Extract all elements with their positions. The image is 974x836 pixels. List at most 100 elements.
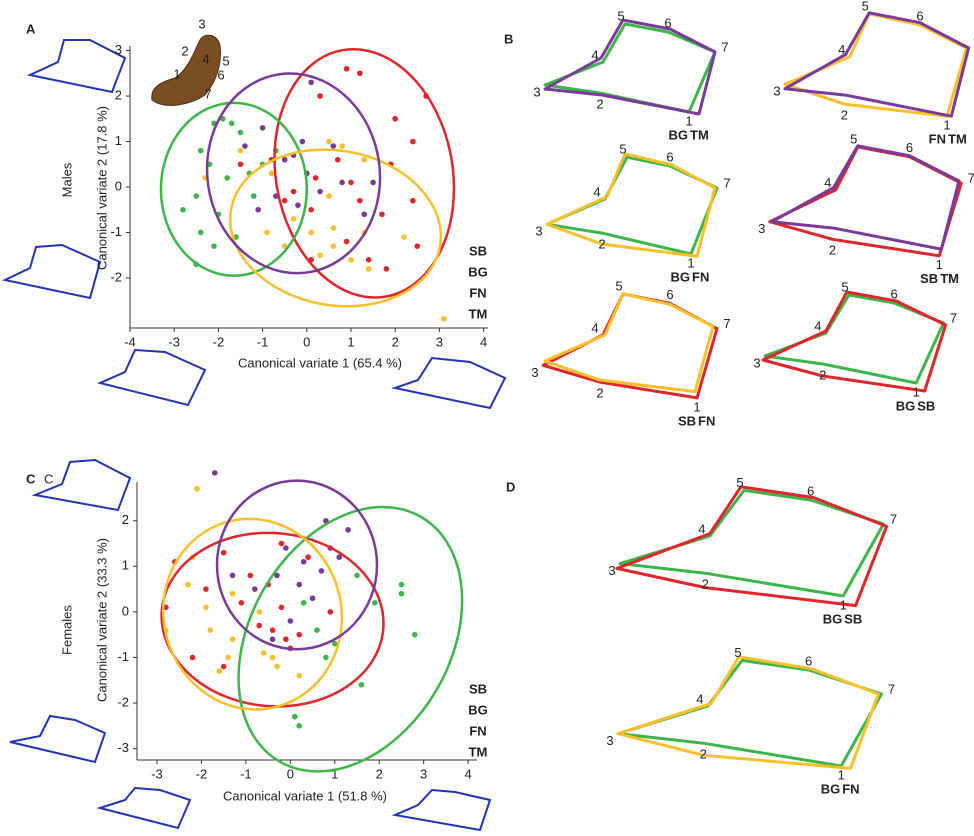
y-tick-label: -2 xyxy=(117,694,129,709)
y-tick-label: 0 xyxy=(115,178,122,193)
landmark-label: 1 xyxy=(693,399,700,414)
legend-entry: BG xyxy=(468,702,488,717)
landmark-label: 6 xyxy=(891,286,898,301)
landmark-label: 5 xyxy=(862,0,869,13)
x-tick-label: -2 xyxy=(196,766,208,781)
point xyxy=(211,243,217,249)
point xyxy=(310,595,316,601)
point xyxy=(208,627,214,633)
y-axis-label: Canonical variate 2 (17.8 %) xyxy=(94,106,109,270)
point xyxy=(230,591,236,597)
landmark-label: 2 xyxy=(841,108,848,123)
panel-label: C xyxy=(44,471,53,486)
landmark-label: 7 xyxy=(721,39,728,54)
point xyxy=(291,189,297,195)
point xyxy=(269,171,275,177)
point xyxy=(193,193,199,199)
point xyxy=(283,636,289,642)
outline-comparison: 1234567BGFN xyxy=(535,142,730,285)
point xyxy=(335,157,341,163)
outline-comparison: 1234567FNTM xyxy=(773,0,974,147)
y-tick-label: 2 xyxy=(122,512,129,527)
legend-entry: TM xyxy=(469,744,488,759)
landmark-label: 2 xyxy=(819,367,826,382)
landmark-outline xyxy=(618,660,882,766)
landmark-outline xyxy=(772,146,959,249)
landmark-label: 7 xyxy=(723,175,730,190)
comparison-group-label: BG xyxy=(821,781,841,796)
landmark-label: 7 xyxy=(968,171,974,186)
point xyxy=(305,554,311,560)
landmark-outline xyxy=(545,24,715,112)
landmark-label: 3 xyxy=(606,733,613,748)
x-tick-label: 3 xyxy=(420,766,427,781)
landmark-label: 4 xyxy=(698,521,705,536)
landmark-label: 4 xyxy=(696,691,703,706)
landmark-label: 1 xyxy=(936,257,943,272)
landmark-outline xyxy=(785,13,969,116)
wing-thumbnail xyxy=(395,358,505,408)
landmark-label: 1 xyxy=(685,113,692,128)
comparison-group-label: BG xyxy=(896,398,916,413)
legend-entry: FN xyxy=(469,723,486,738)
point xyxy=(317,252,323,258)
panel-label: B xyxy=(504,31,513,46)
point xyxy=(180,207,186,213)
point xyxy=(203,605,209,611)
landmark-label: 5 xyxy=(734,645,741,660)
y-tick-label: -2 xyxy=(110,269,122,284)
landmark-label: 5 xyxy=(736,475,743,490)
landmark-label: 3 xyxy=(531,365,538,380)
point xyxy=(221,664,227,670)
point xyxy=(326,193,332,199)
point xyxy=(314,627,320,633)
x-tick-label: -3 xyxy=(168,334,180,349)
comparison-group-label: BG xyxy=(671,269,691,284)
landmark-outline xyxy=(545,20,715,114)
landmark-label: 1 xyxy=(913,384,920,399)
point xyxy=(256,623,262,629)
point xyxy=(296,723,302,729)
wing-thumbnails xyxy=(5,40,505,830)
point xyxy=(212,470,218,476)
panel-label: A xyxy=(26,21,36,36)
x-tick-label: 1 xyxy=(347,334,354,349)
x-tick-label: 2 xyxy=(392,334,399,349)
point xyxy=(238,148,244,154)
outline-comparison: 1234567BGSB xyxy=(753,279,957,413)
point xyxy=(354,573,360,579)
landmark-label: 2 xyxy=(181,43,188,58)
outline-comparison: 1234567BGFN xyxy=(606,645,895,797)
point xyxy=(198,148,204,154)
point xyxy=(282,198,288,204)
point xyxy=(331,143,337,149)
x-tick-label: 2 xyxy=(376,766,383,781)
point xyxy=(296,582,302,588)
comparison-group-label: SB xyxy=(917,398,935,413)
x-tick-label: 4 xyxy=(464,766,471,781)
comparison-group-label: FN xyxy=(842,781,859,796)
confidence-ellipse xyxy=(194,62,393,284)
point xyxy=(344,66,350,72)
landmark-label: 7 xyxy=(204,86,211,101)
x-tick-label: -1 xyxy=(240,766,252,781)
point xyxy=(261,650,267,656)
x-tick-label: 0 xyxy=(303,334,310,349)
point xyxy=(357,70,363,76)
point xyxy=(242,143,248,149)
landmark-label: 5 xyxy=(615,278,622,293)
landmark-label: 3 xyxy=(608,563,615,578)
point xyxy=(326,139,332,145)
point xyxy=(301,559,307,565)
landmark-label: 7 xyxy=(890,511,897,526)
comparison-group-label: FN xyxy=(698,413,715,428)
landmark-label: 1 xyxy=(840,597,847,612)
point xyxy=(345,527,351,533)
landmark-label: 5 xyxy=(222,53,229,68)
landmark-label: 4 xyxy=(814,318,821,333)
point xyxy=(401,234,407,240)
landmark-label: 7 xyxy=(888,681,895,696)
landmark-label: 6 xyxy=(906,140,913,155)
landmark-label: 3 xyxy=(533,84,540,99)
